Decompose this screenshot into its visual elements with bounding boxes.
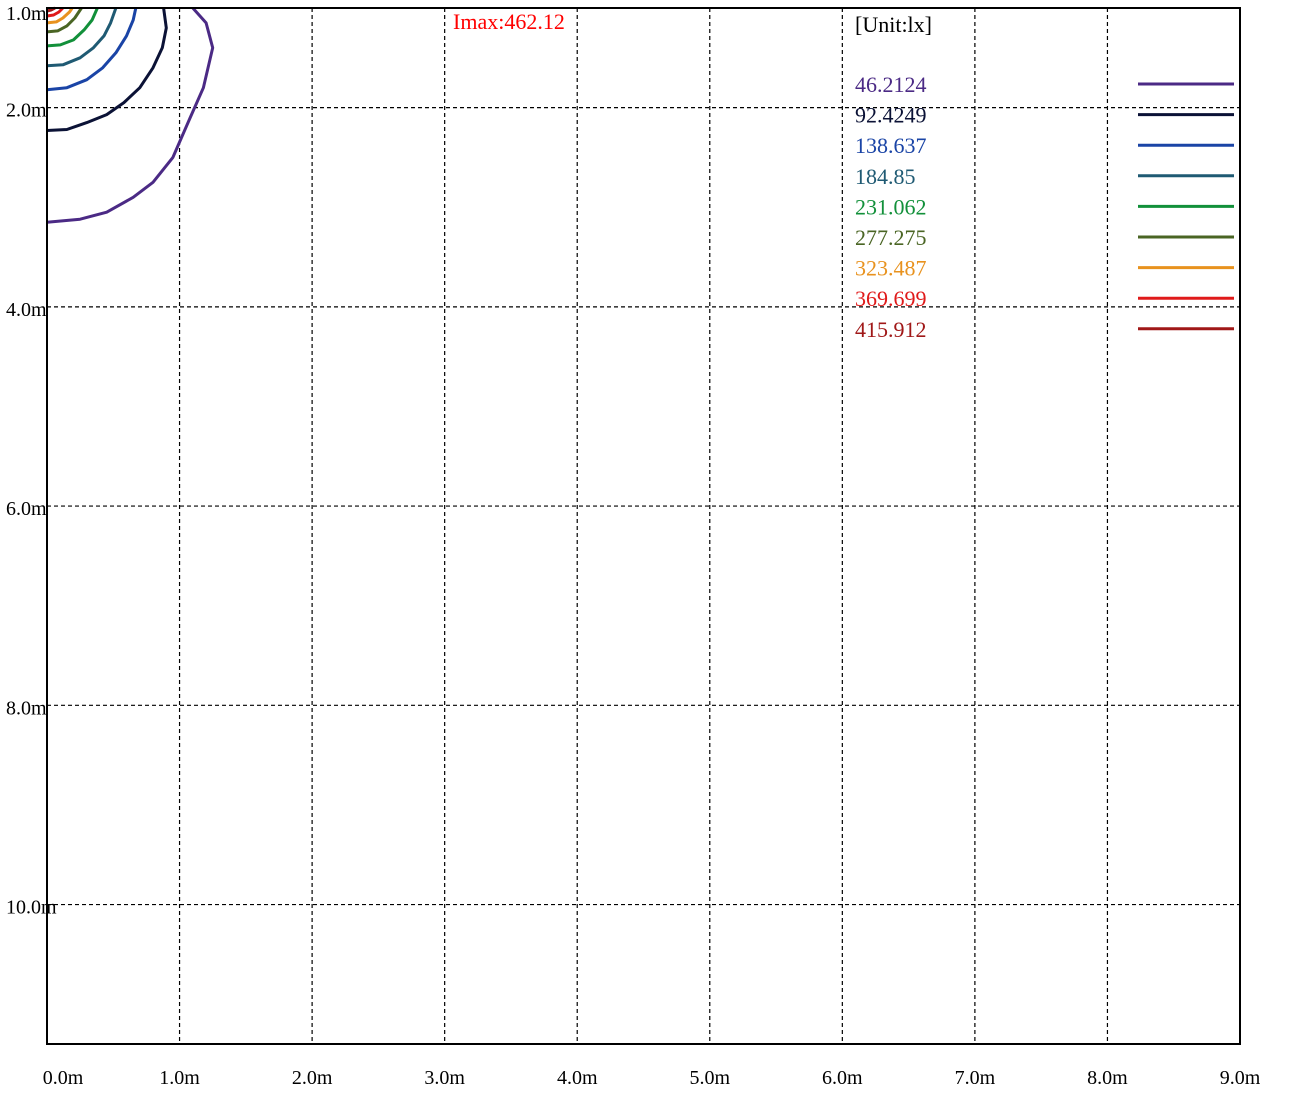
legend: 46.2124 92.4249 138.637 184.85 231.062 277.27… xyxy=(855,72,1234,342)
x-tick-label: 9.0m xyxy=(1220,1067,1261,1089)
x-tick-label: 2.0m xyxy=(292,1067,333,1089)
contour-line xyxy=(46,7,215,224)
x-tick-labels: 0.0m 1.0m 2.0m 3.0m 4.0m 5.0m 6.0m 7.0m 8.0m 9.0m xyxy=(43,1067,1261,1089)
legend-label: 323.487 xyxy=(855,256,927,281)
imax-annotation: Imax:462.12 xyxy=(453,9,565,34)
x-tick-label: 8.0m xyxy=(1087,1067,1128,1089)
grid-lines xyxy=(47,8,1240,1044)
x-tick-label: 4.0m xyxy=(557,1067,598,1089)
contour-line xyxy=(46,7,83,34)
contour-line xyxy=(46,7,168,132)
legend-label: 415.912 xyxy=(855,317,927,342)
y-tick-label: 1.0m xyxy=(6,3,47,25)
legend-label: 369.699 xyxy=(855,286,927,311)
contour-line xyxy=(46,7,138,92)
x-tick-label: 1.0m xyxy=(159,1067,200,1089)
x-tick-label: 7.0m xyxy=(955,1067,996,1089)
legend-label: 138.637 xyxy=(855,133,927,158)
contour-line xyxy=(46,6,64,18)
y-tick-label: 10.0m xyxy=(6,897,57,919)
x-tick-label: 3.0m xyxy=(424,1067,465,1089)
plot-frame xyxy=(46,7,1241,1045)
contour-line xyxy=(46,7,118,68)
x-tick-label: 5.0m xyxy=(689,1067,730,1089)
contour-lines xyxy=(46,6,215,224)
y-tick-labels: 1.0m 2.0m 4.0m 6.0m 8.0m 10.0m xyxy=(6,3,57,919)
legend-label: 46.2124 xyxy=(855,72,927,97)
contour-line xyxy=(46,7,74,25)
contour-line xyxy=(46,7,99,48)
y-tick-label: 2.0m xyxy=(6,100,47,122)
legend-label: 231.062 xyxy=(855,194,927,219)
x-tick-label: 0.0m xyxy=(43,1067,84,1089)
y-tick-label: 8.0m xyxy=(6,697,47,719)
x-tick-label: 6.0m xyxy=(822,1067,863,1089)
legend-label: 277.275 xyxy=(855,225,927,250)
legend-label: 184.85 xyxy=(855,164,916,189)
legend-label: 92.4249 xyxy=(855,103,927,128)
unit-label: [Unit:lx] xyxy=(855,12,932,37)
y-tick-label: 4.0m xyxy=(6,299,47,321)
y-tick-label: 6.0m xyxy=(6,498,47,520)
